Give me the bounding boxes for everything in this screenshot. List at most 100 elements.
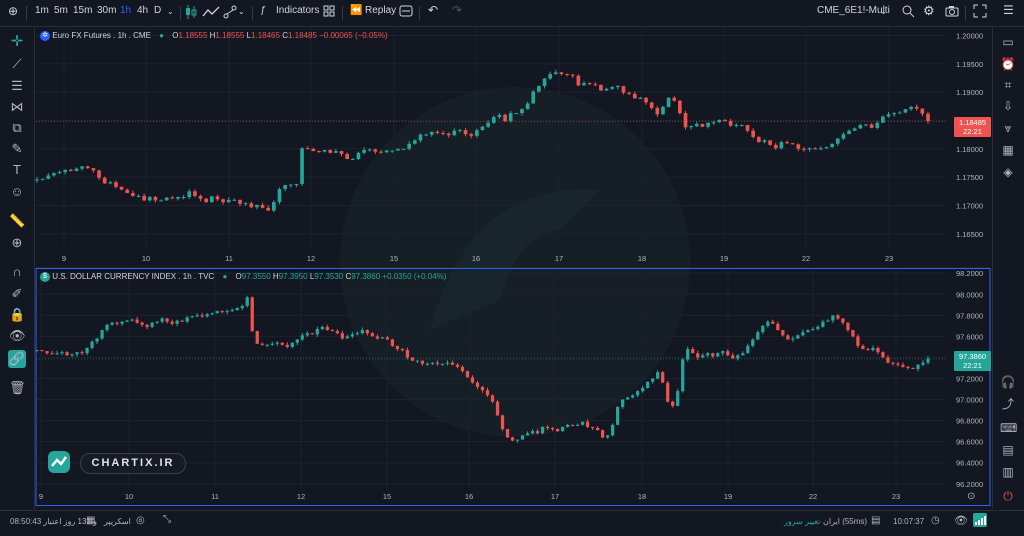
pane1-time-axis[interactable]: 9 10 11 12 15 16 17 18 19 22 23 (62, 254, 893, 263)
filter-icon[interactable]: ⩔ (1004, 121, 1012, 135)
redo-icon[interactable]: ↷ (452, 3, 463, 17)
alerts-clock-icon[interactable]: ⏰ (1000, 57, 1016, 71)
watchlist-icon[interactable]: ▭ (1002, 35, 1014, 49)
candle-body (131, 193, 135, 196)
interval-30m[interactable]: 30m (97, 5, 117, 16)
candle-body (711, 353, 715, 357)
undo-icon[interactable]: ↶ (428, 3, 439, 17)
visibility-eye-icon[interactable]: 👁 (954, 515, 968, 527)
pane2-legend: $ U.S. DOLLAR CURRENCY INDEX . 1h . TVC … (40, 272, 446, 282)
candle-body (198, 195, 203, 199)
magnet-icon[interactable]: ∩ (12, 264, 22, 279)
notes-icon[interactable]: ▥ (1002, 465, 1014, 479)
brush-icon[interactable]: ✎ (11, 141, 23, 156)
pane2-low-label: L (309, 272, 315, 282)
eye-icon[interactable]: 👁 (9, 328, 26, 343)
zoom-in-icon[interactable]: ⊕ (11, 235, 23, 250)
candle-body (632, 93, 637, 99)
menu-icon[interactable]: ☰ (1003, 3, 1014, 17)
candle-body (362, 149, 366, 153)
calendar-status-icon[interactable]: ▦ (86, 515, 96, 526)
download-icon[interactable]: ⇩ (1002, 99, 1014, 113)
indicators-icon[interactable]: ƒ (260, 5, 266, 16)
interval-dropdown-icon[interactable]: ⌄ (167, 7, 174, 16)
interval-5m[interactable]: 5m (54, 5, 68, 16)
expand-icon[interactable]: ⤡ (163, 514, 171, 525)
interval-1m[interactable]: 1m (35, 5, 49, 16)
screener-icon[interactable]: ◎ (136, 515, 145, 526)
candle-body (599, 84, 603, 91)
candle-body (91, 168, 96, 171)
lock-icon[interactable]: 🔒 (9, 307, 26, 322)
crosshair-icon[interactable]: ✛ (10, 33, 24, 50)
trash-icon[interactable]: 🗑 (9, 380, 26, 395)
pane2-price-axis[interactable]: 98.200098.000097.800097.600097.400097.20… (956, 269, 983, 489)
text-icon[interactable]: T (13, 162, 21, 177)
replay-button[interactable]: Replay (365, 5, 397, 16)
candle-body (85, 347, 89, 354)
settings-gear-icon[interactable]: ⚙ (923, 3, 935, 18)
pane1-open-label: O (172, 31, 179, 41)
symbol-selector[interactable]: CME_6E1!-Multi (817, 5, 890, 16)
candle-body (846, 322, 850, 331)
axis-settings-icon[interactable]: ⊙ (967, 491, 976, 502)
link-icon[interactable]: 🔗 (8, 350, 26, 368)
pane1-title[interactable]: Euro FX Futures . 1h . CME (52, 31, 151, 41)
interval-15m[interactable]: 15m (73, 5, 93, 16)
candle-body (802, 148, 806, 150)
keyboard-icon[interactable]: ⌨ (1000, 421, 1018, 435)
line-chart-icon[interactable] (202, 4, 220, 23)
toolbar-divider (252, 6, 253, 20)
candle-body (897, 112, 902, 114)
share-icon[interactable]: ⤴ (1001, 397, 1014, 411)
pane2-time-axis[interactable]: 9 10 11 12 15 16 17 18 19 22 23 (39, 492, 900, 501)
draw-lock-icon[interactable]: ✐ (11, 286, 23, 301)
alert-panel-icon[interactable] (399, 4, 413, 21)
candle-body (585, 421, 590, 427)
pattern-icon[interactable]: ⋈ (10, 99, 24, 114)
trend-line-icon[interactable]: ⟋ (12, 56, 22, 71)
candle-body (886, 357, 890, 363)
candle-body (322, 149, 327, 152)
zoom-search-icon[interactable] (901, 4, 915, 21)
headset-icon[interactable]: 🎧 (1000, 375, 1016, 389)
interval-4h[interactable]: 4h (137, 5, 149, 16)
candle-body (97, 170, 101, 178)
news-icon[interactable]: ▤ (1002, 443, 1014, 457)
indicators-button[interactable]: Indicators (276, 5, 320, 16)
candle-body (926, 113, 930, 122)
screener-label[interactable]: اسکریپر (104, 517, 131, 526)
candle-body (445, 362, 450, 364)
pane2-title[interactable]: U.S. DOLLAR CURRENCY INDEX . 1h . TVC (52, 272, 215, 282)
data-window-icon[interactable]: ⌗ (1004, 78, 1012, 92)
templates-icon[interactable] (323, 4, 335, 21)
price-tick-label: 98.0000 (956, 290, 983, 299)
candle-body (485, 390, 490, 396)
candles-chart-type-icon[interactable] (185, 4, 197, 23)
candle-body (400, 349, 405, 351)
candle-body (452, 130, 457, 136)
pane2-open-value: 97.3550 (241, 272, 271, 282)
fullscreen-icon[interactable] (973, 4, 987, 21)
interval-d[interactable]: D (154, 5, 162, 16)
server-change-link[interactable]: تغییر سرور (784, 517, 821, 526)
fib-icon[interactable]: ⧉ (12, 120, 22, 135)
replay-icon[interactable]: ⏪ (350, 5, 363, 16)
compare-icon[interactable] (222, 4, 238, 23)
candle-body (726, 351, 730, 356)
candle-body (892, 113, 896, 115)
layers-icon[interactable]: ◈ (1003, 165, 1013, 179)
screenshot-camera-icon[interactable] (945, 5, 959, 20)
add-symbol-icon[interactable]: ⊕ (8, 4, 19, 18)
calendar-icon[interactable]: ▦ (1002, 143, 1014, 157)
emoji-icon[interactable]: ☺ (10, 184, 24, 199)
ruler-icon[interactable]: 📏 (9, 213, 26, 228)
candle-body (681, 359, 685, 392)
symbol-dropdown-icon[interactable]: ⌄ (880, 7, 887, 16)
horizontal-lines-icon[interactable]: ☰ (11, 78, 23, 93)
candle-body (52, 173, 56, 176)
interval-1h[interactable]: 1h (120, 5, 132, 16)
chart-type-dropdown-icon[interactable]: ⌄ (238, 7, 245, 16)
power-icon[interactable]: ⏻ (1003, 489, 1013, 503)
